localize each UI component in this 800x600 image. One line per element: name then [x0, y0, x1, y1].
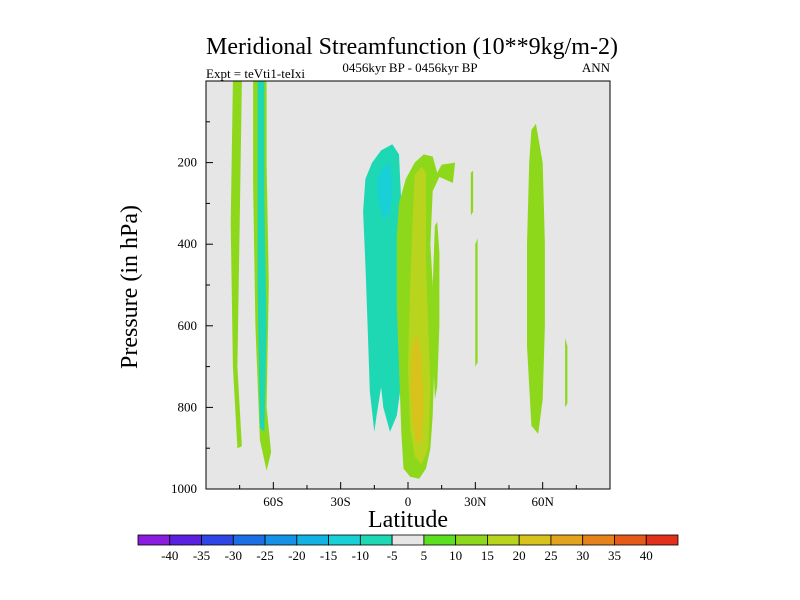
y-tick-label: 600 — [178, 318, 198, 333]
colorbar-swatch — [359, 534, 393, 546]
axis-ticks: 60S 30S 0 30N 60N 200 400 600 800 1000 — [171, 121, 577, 509]
colorbar-label: 5 — [421, 548, 428, 563]
colorbar-swatch — [550, 534, 584, 546]
colorbar-swatch — [169, 534, 202, 546]
colorbar-label: -30 — [225, 548, 242, 563]
colorbar-label: 15 — [481, 548, 494, 563]
colorbar-swatch — [645, 534, 679, 546]
y-tick-label: 1000 — [171, 481, 197, 496]
chart-subtitle-right: ANN — [582, 60, 611, 75]
colorbar-label: 30 — [576, 548, 589, 563]
x-tick-label: 30N — [464, 494, 487, 509]
colorbar-label: 10 — [449, 548, 462, 563]
colorbar-label: -15 — [320, 548, 337, 563]
contour-region — [257, 81, 267, 432]
colorbar-swatch — [232, 534, 266, 546]
contour-region — [410, 334, 424, 445]
contour-region — [470, 170, 474, 216]
colorbar-label: -5 — [387, 548, 398, 563]
plot-frame — [205, 80, 611, 490]
x-tick-label: 60S — [263, 494, 283, 509]
y-tick-label: 200 — [178, 155, 198, 170]
y-axis-label: Pressure (in hPa) — [117, 205, 143, 369]
colorbar-swatch — [328, 534, 361, 546]
colorbar-swatch — [423, 534, 457, 546]
y-tick-label: 400 — [178, 236, 198, 251]
colorbar-swatch — [296, 534, 329, 546]
contour-region — [565, 338, 568, 408]
colorbar-swatch — [137, 534, 171, 546]
contour-regions — [230, 81, 568, 479]
contour-region — [230, 81, 242, 449]
contour-region — [363, 144, 404, 432]
y-tick-label: 800 — [178, 399, 198, 414]
contour-region — [432, 221, 440, 400]
contour-region — [376, 162, 393, 220]
colorbar-swatch — [455, 534, 488, 546]
colorbar-label: -40 — [161, 548, 178, 563]
colorbar-swatch — [201, 534, 234, 546]
contour-region — [475, 238, 478, 367]
colorbar-label: 25 — [544, 548, 557, 563]
colorbar-label: -35 — [193, 548, 210, 563]
colorbar-swatch — [391, 534, 425, 546]
colorbar-label: -20 — [288, 548, 305, 563]
colorbar-label: 20 — [513, 548, 526, 563]
x-axis-label: Latitude — [368, 507, 448, 533]
colorbar-swatch — [582, 534, 615, 546]
chart-subtitle-left: Expt = teVti1-teIxi — [206, 66, 305, 81]
x-tick-label: 30S — [331, 494, 351, 509]
chart-subtitle-center: 0456kyr BP - 0456kyr BP — [342, 60, 477, 75]
colorbar-swatch — [614, 534, 647, 546]
colorbar-label: -25 — [256, 548, 273, 563]
contour-region — [527, 123, 545, 434]
colorbar-swatch — [487, 534, 520, 546]
x-tick-label: 60N — [531, 494, 554, 509]
colorbar-swatch — [264, 534, 298, 546]
colorbar-label: 35 — [608, 548, 621, 563]
colorbar-label: 40 — [640, 548, 653, 563]
colorbar: -40 -35 -30 -25 -20 -15 -10 -5 5 10 15 20 25 30 35 40 — [137, 534, 679, 563]
colorbar-swatch — [518, 534, 552, 546]
chart-title: Meridional Streamfunction (10**9kg/m-2) — [206, 34, 618, 60]
colorbar-label: -10 — [352, 548, 369, 563]
x-tick-label: 0 — [405, 494, 412, 509]
